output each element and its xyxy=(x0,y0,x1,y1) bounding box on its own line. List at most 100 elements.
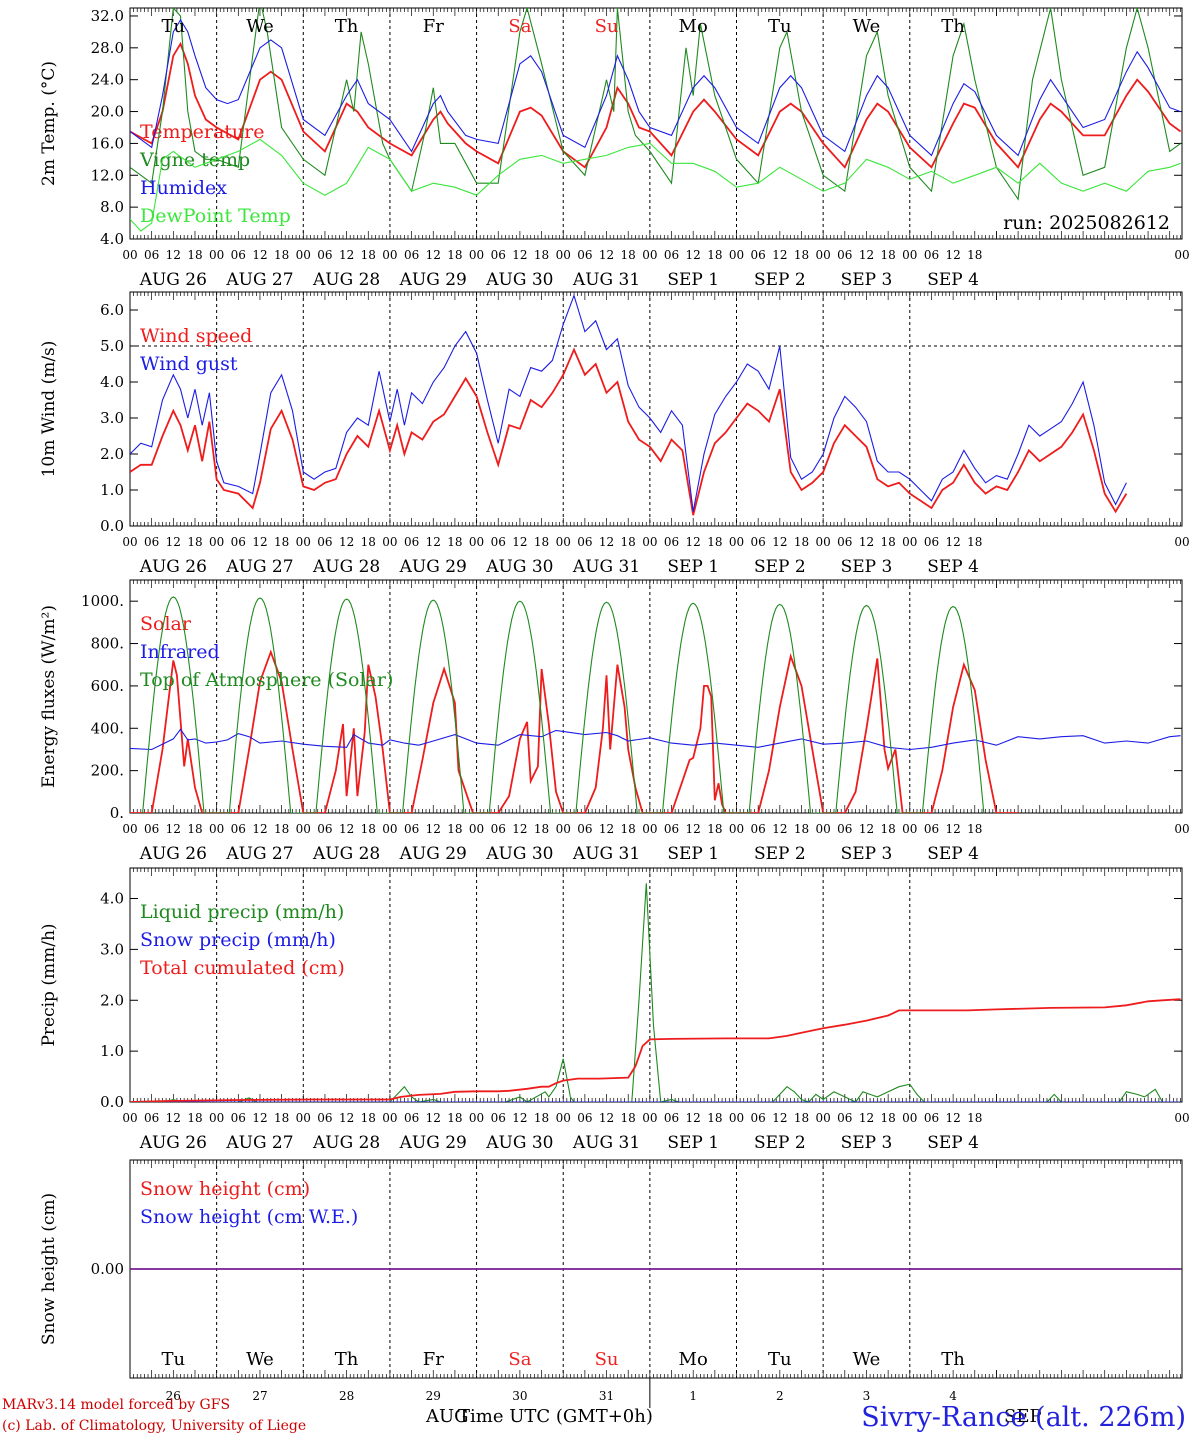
month-label-aug: AUG xyxy=(426,1406,469,1427)
legend-dewpoint-temp: DewPoint Temp xyxy=(140,205,291,227)
hour-label: 12 xyxy=(945,822,960,836)
hour-label: 18 xyxy=(447,1111,462,1125)
weekday-label: Th xyxy=(941,16,965,37)
hour-label: 18 xyxy=(187,248,202,262)
date-label: SEP 4 xyxy=(927,557,979,577)
hour-label: 18 xyxy=(187,822,202,836)
hour-label: 00 xyxy=(209,248,224,262)
hour-label: 00 xyxy=(729,822,744,836)
hour-label: 00 xyxy=(556,535,571,549)
legend-liquid-precip-mm-h-: Liquid precip (mm/h) xyxy=(140,901,344,923)
hour-label: 12 xyxy=(339,535,354,549)
hour-label: 06 xyxy=(317,248,332,262)
hour-label: 12 xyxy=(166,535,181,549)
hour-label: 06 xyxy=(317,822,332,836)
date-label: AUG 27 xyxy=(225,1133,293,1153)
hour-label: 18 xyxy=(967,248,982,262)
hour-label: 06 xyxy=(577,822,592,836)
y-tick-label: 0.0 xyxy=(100,517,124,535)
hour-label: 12 xyxy=(859,822,874,836)
date-label: SEP 2 xyxy=(754,844,806,864)
legend-total-cumulated-cm-: Total cumulated (cm) xyxy=(140,957,345,979)
wind-frame xyxy=(129,291,1183,527)
date-label: SEP 1 xyxy=(667,270,719,290)
date-label: AUG 27 xyxy=(225,844,293,864)
legend-wind-speed: Wind speed xyxy=(140,325,252,347)
energy-panel: 0. 200. 400. 600. 800. 1000. Energy fluxes (W/… xyxy=(39,579,1190,864)
hour-label: 18 xyxy=(447,822,462,836)
hour-label: 12 xyxy=(339,248,354,262)
weekday-label: Mo xyxy=(679,16,708,37)
hour-label: 06 xyxy=(924,248,939,262)
hour-label: 12 xyxy=(252,1111,267,1125)
hour-label: 18 xyxy=(794,535,809,549)
month-label-sep: SEP xyxy=(1004,1406,1042,1427)
hour-label: 00 xyxy=(382,822,397,836)
hour-label: 06 xyxy=(924,822,939,836)
hour-label: 12 xyxy=(599,535,614,549)
hour-label: 18 xyxy=(794,1111,809,1125)
legend-snow-height-cm-: Snow height (cm) xyxy=(140,1178,310,1200)
hour-label: 18 xyxy=(361,1111,376,1125)
legend-top-of-atmosphere-solar-: Top of Atmosphere (Solar) xyxy=(140,669,393,691)
hour-label: 18 xyxy=(707,1111,722,1125)
y-tick-label: 4.0 xyxy=(100,230,124,248)
hour-label: 06 xyxy=(751,535,766,549)
date-label: AUG 28 xyxy=(312,844,380,864)
y-tick-label: 1.0 xyxy=(100,481,124,499)
hour-label: 12 xyxy=(859,248,874,262)
weekday-label: We xyxy=(246,16,274,37)
hour-label: 00 xyxy=(1174,248,1189,262)
date-label: AUG 26 xyxy=(139,557,207,577)
hour-label: 00 xyxy=(296,248,311,262)
y-tick-label: 1000. xyxy=(81,592,124,610)
date-label: AUG 26 xyxy=(139,844,207,864)
hour-label: 18 xyxy=(361,535,376,549)
date-label: SEP 3 xyxy=(841,1133,893,1153)
hour-label: 12 xyxy=(166,1111,181,1125)
weekday-label: Tu xyxy=(162,16,186,37)
y-tick-label: 400. xyxy=(91,719,124,737)
y-tick-label: 0.00 xyxy=(91,1260,124,1278)
hour-label: 12 xyxy=(772,822,787,836)
temperature-series-temperature xyxy=(130,41,1182,169)
weekday-label: We xyxy=(853,1349,881,1370)
hour-label: 00 xyxy=(122,535,137,549)
hour-label: 00 xyxy=(209,535,224,549)
day-number: 30 xyxy=(512,1389,527,1403)
legend-snow-precip-mm-h-: Snow precip (mm/h) xyxy=(140,929,336,951)
hour-label: 06 xyxy=(924,1111,939,1125)
hour-label: 06 xyxy=(317,1111,332,1125)
hour-label: 00 xyxy=(556,1111,571,1125)
hour-label: 12 xyxy=(945,248,960,262)
hour-label: 00 xyxy=(382,1111,397,1125)
hour-label: 18 xyxy=(880,822,895,836)
wind-ylabel: 10m Wind (m/s) xyxy=(39,341,59,478)
day-number: 4 xyxy=(949,1389,957,1403)
hour-label: 12 xyxy=(252,248,267,262)
y-tick-label: 28.0 xyxy=(91,39,124,57)
legend-vigne-temp: Vigne temp xyxy=(139,149,250,171)
hour-label: 18 xyxy=(967,822,982,836)
hour-label: 00 xyxy=(816,1111,831,1125)
hour-label: 06 xyxy=(751,1111,766,1125)
hour-label: 18 xyxy=(447,535,462,549)
hour-label: 12 xyxy=(166,822,181,836)
hour-label: 00 xyxy=(902,822,917,836)
hour-label: 06 xyxy=(144,248,159,262)
model-credit: MARv3.14 model forced by GFS xyxy=(2,1397,231,1413)
hour-label: 00 xyxy=(816,535,831,549)
y-tick-label: 2.0 xyxy=(100,445,124,463)
hour-label: 00 xyxy=(902,1111,917,1125)
y-tick-label: 16.0 xyxy=(91,134,124,152)
hour-label: 18 xyxy=(187,535,202,549)
date-label: AUG 31 xyxy=(572,270,640,290)
hour-label: 12 xyxy=(772,248,787,262)
hour-label: 18 xyxy=(361,248,376,262)
hour-label: 00 xyxy=(122,1111,137,1125)
hour-label: 18 xyxy=(707,822,722,836)
y-tick-label: 200. xyxy=(91,762,124,780)
hour-label: 00 xyxy=(642,822,657,836)
date-label: AUG 26 xyxy=(139,1133,207,1153)
